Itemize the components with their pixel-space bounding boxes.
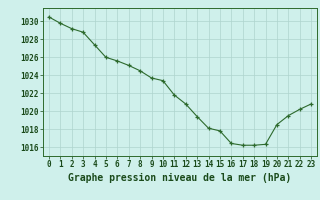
X-axis label: Graphe pression niveau de la mer (hPa): Graphe pression niveau de la mer (hPa) (68, 173, 292, 183)
